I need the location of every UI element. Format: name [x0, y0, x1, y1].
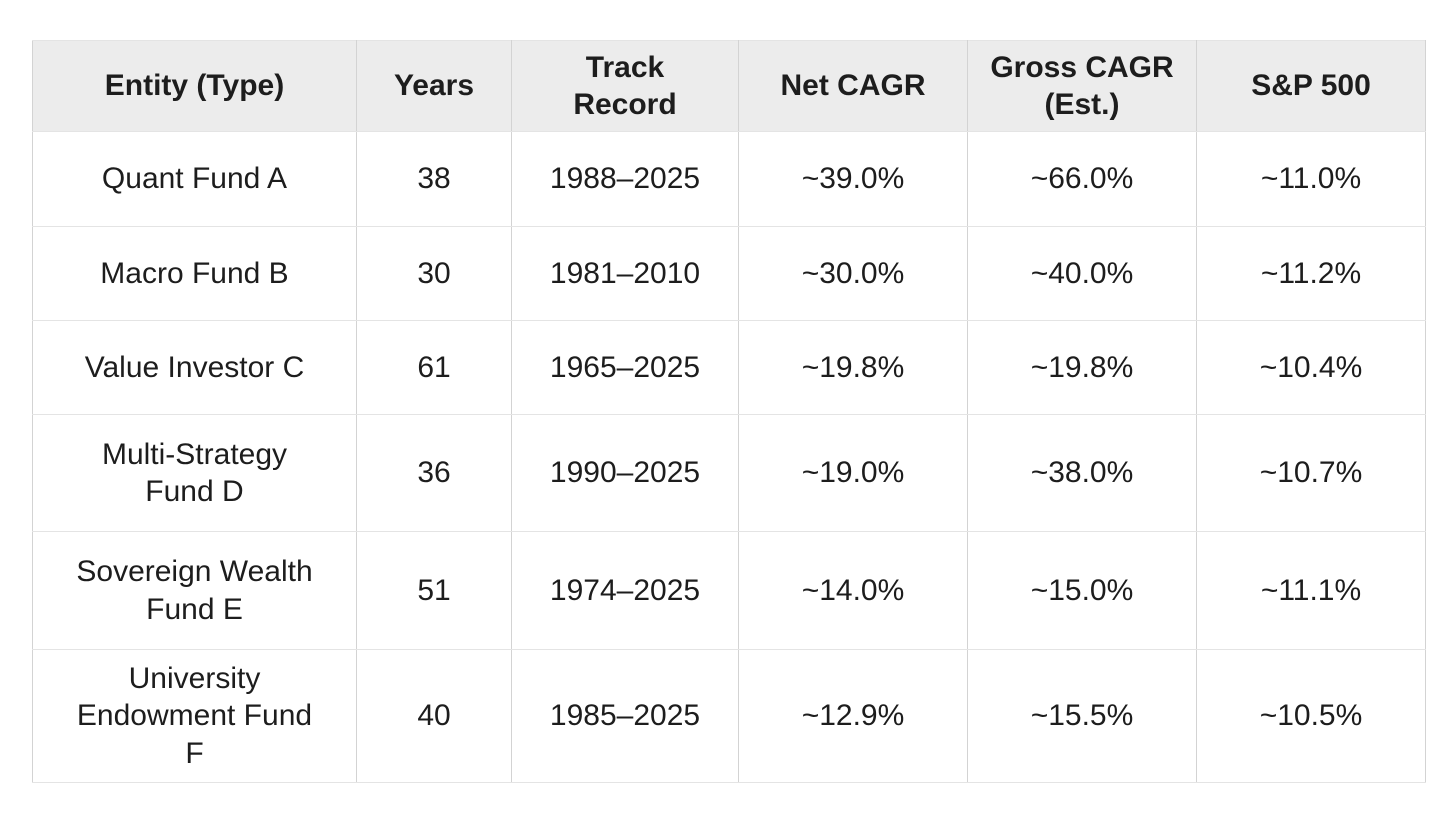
- table-row: University Endowment Fund F 40 1985–2025…: [32, 649, 1426, 783]
- table-row: Macro Fund B 30 1981–2010 ~30.0% ~40.0% …: [32, 226, 1426, 321]
- performance-table: Entity (Type) Years Track Record Net CAG…: [32, 40, 1426, 783]
- cell-entity: Sovereign Wealth Fund E: [32, 531, 357, 650]
- cell-sp500: ~10.4%: [1196, 320, 1426, 415]
- column-header-net-cagr: Net CAGR: [738, 40, 968, 132]
- cell-track-record: 1981–2010: [511, 226, 739, 321]
- cell-track-record: 1974–2025: [511, 531, 739, 650]
- cell-net-cagr: ~19.0%: [738, 414, 968, 532]
- cell-entity: University Endowment Fund F: [32, 649, 357, 783]
- cell-gross-cagr-est: ~15.0%: [967, 531, 1197, 650]
- cell-track-record: 1990–2025: [511, 414, 739, 532]
- cell-sp500: ~10.5%: [1196, 649, 1426, 783]
- cell-track-record: 1965–2025: [511, 320, 739, 415]
- cell-sp500: ~11.0%: [1196, 131, 1426, 227]
- cell-years: 36: [356, 414, 512, 532]
- cell-track-record: 1985–2025: [511, 649, 739, 783]
- cell-sp500: ~11.1%: [1196, 531, 1426, 650]
- cell-gross-cagr-est: ~19.8%: [967, 320, 1197, 415]
- cell-net-cagr: ~39.0%: [738, 131, 968, 227]
- column-header-entity-type: Entity (Type): [32, 40, 357, 132]
- cell-entity: Value Investor C: [32, 320, 357, 415]
- cell-gross-cagr-est: ~15.5%: [967, 649, 1197, 783]
- cell-gross-cagr-est: ~40.0%: [967, 226, 1197, 321]
- cell-entity: Multi-Strategy Fund D: [32, 414, 357, 532]
- header-row: Entity (Type) Years Track Record Net CAG…: [32, 40, 1426, 132]
- cell-years: 61: [356, 320, 512, 415]
- cell-net-cagr: ~12.9%: [738, 649, 968, 783]
- cell-net-cagr: ~30.0%: [738, 226, 968, 321]
- cell-gross-cagr-est: ~66.0%: [967, 131, 1197, 227]
- cell-years: 40: [356, 649, 512, 783]
- table-row: Multi-Strategy Fund D 36 1990–2025 ~19.0…: [32, 414, 1426, 532]
- cell-years: 51: [356, 531, 512, 650]
- cell-years: 38: [356, 131, 512, 227]
- column-header-sp500: S&P 500: [1196, 40, 1426, 132]
- column-header-years: Years: [356, 40, 512, 132]
- table-row: Value Investor C 61 1965–2025 ~19.8% ~19…: [32, 320, 1426, 415]
- column-header-gross-cagr-est: Gross CAGR (Est.): [967, 40, 1197, 132]
- cell-sp500: ~10.7%: [1196, 414, 1426, 532]
- cell-entity: Macro Fund B: [32, 226, 357, 321]
- cell-net-cagr: ~14.0%: [738, 531, 968, 650]
- cell-track-record: 1988–2025: [511, 131, 739, 227]
- cell-entity: Quant Fund A: [32, 131, 357, 227]
- column-header-track-record: Track Record: [511, 40, 739, 132]
- cell-sp500: ~11.2%: [1196, 226, 1426, 321]
- cell-gross-cagr-est: ~38.0%: [967, 414, 1197, 532]
- cell-years: 30: [356, 226, 512, 321]
- cell-net-cagr: ~19.8%: [738, 320, 968, 415]
- table-row: Quant Fund A 38 1988–2025 ~39.0% ~66.0% …: [32, 131, 1426, 227]
- table-row: Sovereign Wealth Fund E 51 1974–2025 ~14…: [32, 531, 1426, 650]
